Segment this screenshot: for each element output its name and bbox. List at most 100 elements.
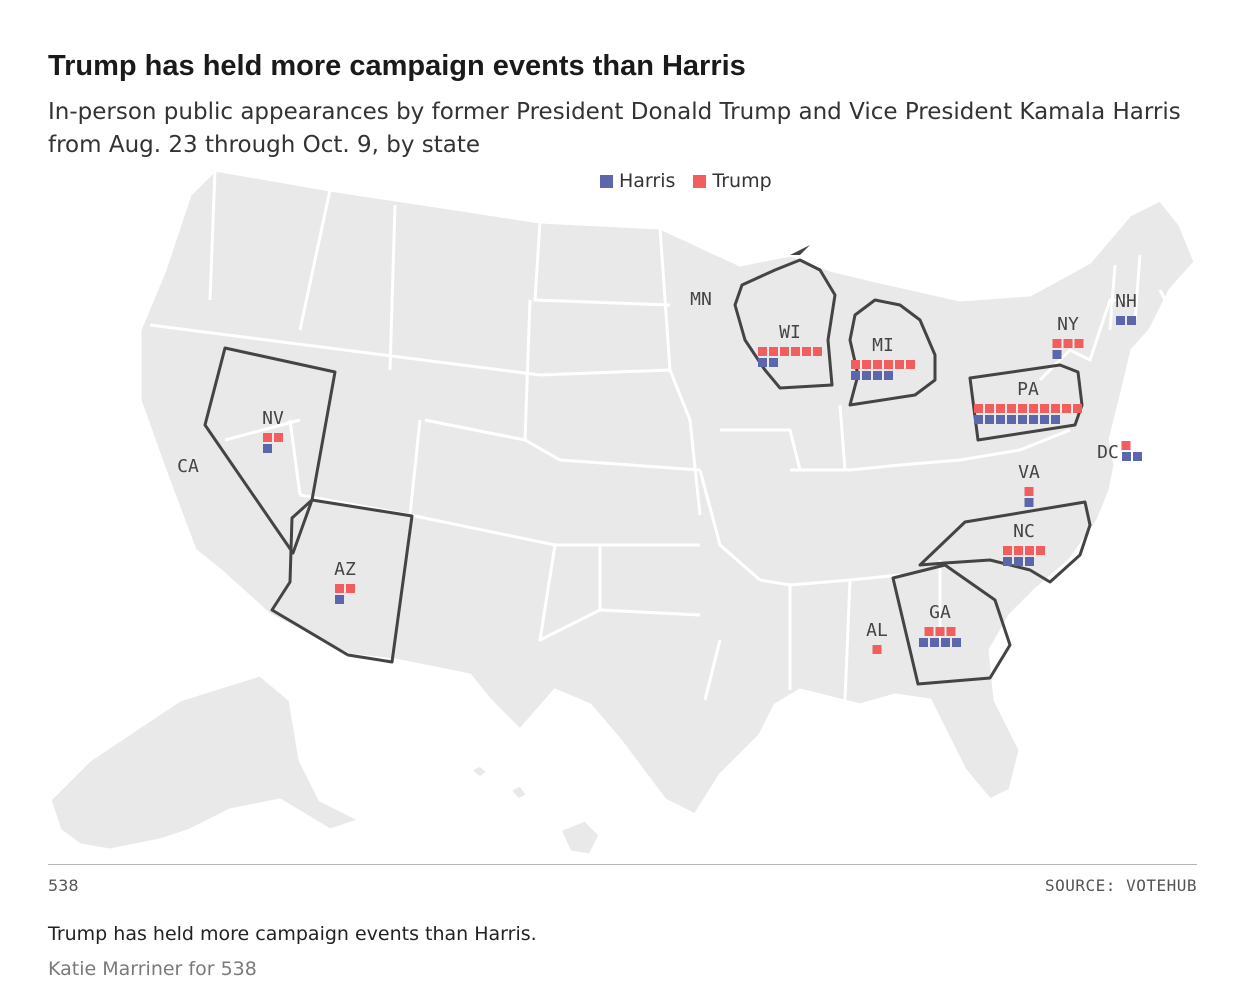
event-mark-harris-pa-8: [1051, 415, 1060, 424]
us-landmass: [48, 168, 1197, 857]
event-mark-trump-dc-1: [1121, 441, 1131, 450]
event-mark-harris-nv-1: [263, 444, 272, 453]
event-mark-trump-wi-1: [758, 347, 767, 356]
alaska: [48, 673, 362, 852]
event-mark-harris-ga-3: [941, 638, 950, 647]
state-label-dc: DC: [1097, 442, 1119, 463]
event-mark-harris-az-1: [335, 595, 344, 604]
state-label-ny: NY: [1057, 314, 1079, 335]
great-lakes-edge: [790, 245, 810, 255]
event-mark-harris-pa-7: [1040, 415, 1049, 424]
event-mark-harris-ga-2: [930, 638, 939, 647]
state-outline-nv: [203, 346, 337, 555]
state-outline-nc: [918, 500, 1092, 584]
state-labels: CA MN: [177, 289, 712, 477]
event-mark-harris-wi-1: [758, 358, 767, 367]
state-label-wi: WI: [779, 322, 801, 343]
event-mark-trump-wi-4: [791, 347, 800, 356]
event-mark-trump-pa-7: [1040, 404, 1049, 413]
event-mark-harris-pa-2: [985, 415, 994, 424]
event-mark-trump-mi-1: [851, 360, 860, 369]
event-mark-trump-nc-1: [1003, 546, 1012, 555]
footer-divider: [48, 864, 1197, 865]
figure-credit: Katie Marriner for 538: [48, 958, 257, 980]
us-map: CA MN NV AZ WI MI PA NY NH DC VA NC GA AL: [48, 168, 1197, 857]
state-borders: [149, 169, 1177, 701]
legend-swatch-harris: [600, 174, 613, 188]
state-label-az: AZ: [334, 559, 356, 580]
event-mark-harris-pa-6: [1029, 415, 1038, 424]
state-label-mn: MN: [690, 289, 712, 310]
event-mark-trump-ny-3: [1074, 339, 1084, 348]
legend-label-harris: Harris: [619, 170, 676, 192]
event-mark-trump-pa-8: [1051, 404, 1060, 413]
event-mark-harris-dc-1: [1122, 452, 1131, 461]
event-mark-trump-nv-1: [263, 433, 272, 442]
event-mark-trump-nc-2: [1014, 546, 1023, 555]
event-mark-trump-az-2: [346, 584, 355, 593]
event-mark-harris-mi-3: [873, 371, 882, 380]
state-outline-az: [270, 498, 414, 664]
event-mark-trump-ga-2: [935, 627, 945, 636]
state-label-mi: MI: [872, 335, 894, 356]
state-event-marks: NV AZ WI MI PA NY NH DC VA NC GA AL: [262, 291, 1142, 654]
event-mark-trump-mi-5: [895, 360, 904, 369]
event-mark-trump-nc-3: [1025, 546, 1034, 555]
state-label-nv: NV: [262, 408, 284, 429]
event-mark-trump-pa-10: [1073, 404, 1082, 413]
event-mark-harris-wi-2: [769, 358, 778, 367]
event-mark-harris-va-1: [1024, 498, 1034, 507]
event-mark-trump-mi-2: [862, 360, 871, 369]
state-label-va: VA: [1018, 462, 1040, 483]
footer-brand: 538: [48, 876, 79, 895]
legend-item-harris: Harris: [600, 170, 675, 192]
footer-source: SOURCE: VOTEHUB: [1045, 876, 1197, 895]
hawaii: [468, 763, 602, 857]
state-label-pa: PA: [1017, 379, 1039, 400]
event-mark-trump-wi-3: [780, 347, 789, 356]
event-mark-trump-nv-2: [274, 433, 283, 442]
event-mark-trump-mi-4: [884, 360, 893, 369]
state-label-nc: NC: [1013, 521, 1035, 542]
event-mark-harris-ga-4: [952, 638, 961, 647]
event-mark-trump-al-1: [872, 645, 882, 654]
contiguous-us: [138, 168, 1197, 817]
event-mark-harris-pa-1: [974, 415, 983, 424]
state-label-ga: GA: [929, 602, 951, 623]
legend-label-trump: Trump: [712, 170, 772, 192]
event-mark-trump-pa-9: [1062, 404, 1071, 413]
state-label-al: AL: [866, 620, 888, 641]
event-mark-trump-wi-2: [769, 347, 778, 356]
state-outline-ga: [891, 563, 1012, 686]
event-mark-trump-nc-4: [1036, 546, 1045, 555]
event-mark-harris-mi-1: [851, 371, 860, 380]
legend-swatch-trump: [693, 174, 707, 188]
event-mark-harris-pa-4: [1007, 415, 1016, 424]
event-mark-trump-pa-4: [1007, 404, 1016, 413]
event-mark-trump-ny-1: [1052, 339, 1062, 348]
state-label-nh: NH: [1115, 291, 1137, 312]
event-mark-trump-az-1: [335, 584, 344, 593]
event-mark-harris-nh-2: [1127, 316, 1136, 325]
event-mark-trump-pa-2: [985, 404, 994, 413]
event-mark-harris-pa-3: [996, 415, 1005, 424]
event-mark-trump-pa-6: [1029, 404, 1038, 413]
legend-item-trump: Trump: [693, 170, 772, 192]
chart-subtitle: In-person public appearances by former P…: [48, 99, 1181, 158]
state-label-ca: CA: [177, 456, 199, 477]
event-mark-harris-mi-2: [862, 371, 871, 380]
figure-caption: Trump has held more campaign events than…: [48, 923, 537, 945]
event-mark-trump-pa-1: [974, 404, 983, 413]
state-outline-wi: [733, 258, 837, 390]
chart-title: Trump has held more campaign events than…: [48, 50, 746, 82]
event-mark-harris-pa-5: [1018, 415, 1027, 424]
event-mark-harris-dc-2: [1133, 452, 1142, 461]
event-mark-trump-mi-6: [906, 360, 915, 369]
event-mark-trump-mi-3: [873, 360, 882, 369]
event-mark-trump-ga-1: [924, 627, 934, 636]
event-mark-harris-nc-1: [1003, 557, 1012, 566]
event-mark-trump-ga-3: [946, 627, 956, 636]
event-mark-harris-nc-3: [1025, 557, 1034, 566]
event-mark-harris-ga-1: [919, 638, 928, 647]
event-mark-harris-nc-2: [1014, 557, 1023, 566]
